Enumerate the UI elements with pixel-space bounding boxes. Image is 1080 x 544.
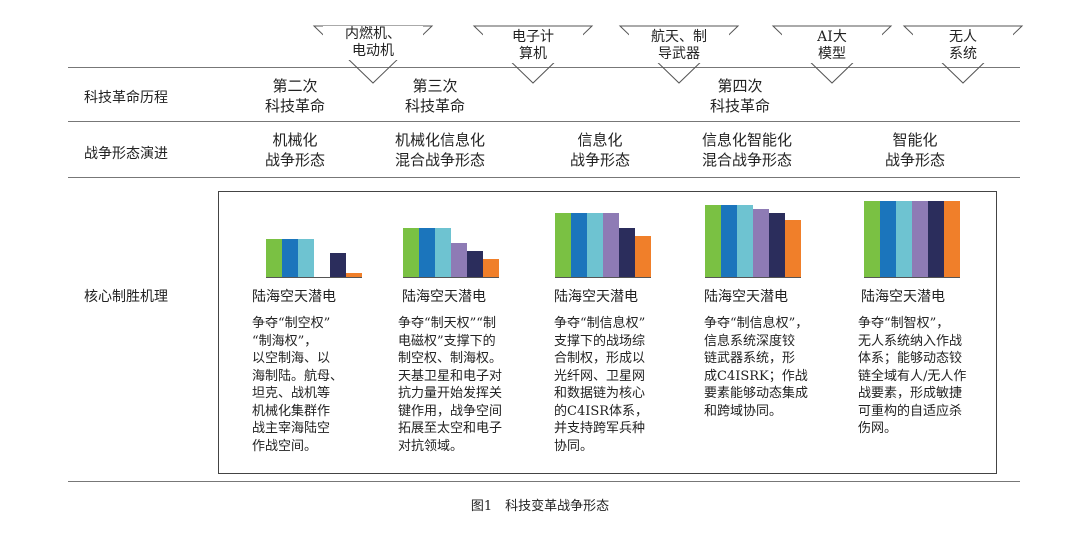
panel-desc-5: 争夺“制智权”， 无人系统纳入作战 体系；能够动态铰 链全域有人/无人作 战要素… (858, 316, 967, 436)
bar-sea (571, 213, 587, 278)
domains-label-3: 陆海空天潜电 (554, 289, 638, 305)
bar-space (603, 213, 619, 278)
bar-baseline (555, 277, 651, 278)
bar-baseline (705, 277, 801, 278)
bar-land (705, 205, 721, 278)
bar-air (435, 228, 451, 278)
row-label-war: 战争形态演进 (84, 146, 168, 162)
revolution-4: 第四次 科技革命 (709, 77, 770, 115)
bar-air (737, 205, 753, 278)
war-form-4: 信息化智能化 混合战争形态 (701, 131, 792, 169)
war-form-5: 智能化 战争形态 (884, 131, 945, 169)
bar-group-2 (403, 201, 499, 278)
bar-group-1 (266, 201, 362, 278)
bar-group-3 (555, 201, 651, 278)
bar-space (451, 243, 467, 278)
bar-air (587, 213, 603, 278)
panel-desc-3: 争夺“制信息权” 支撑下的战场综 合制权，形成以 光纤网、卫星网 和数据链为核心… (554, 316, 649, 454)
bar-undersea (467, 251, 483, 278)
row-divider-2 (68, 177, 1020, 178)
row-label-history: 科技革命历程 (84, 90, 168, 106)
bar-air (896, 201, 912, 278)
triangle-label-2: 电子计 算机 (483, 29, 583, 63)
war-form-3: 信息化 战争形态 (569, 131, 630, 169)
bar-air (298, 239, 314, 278)
bottom-divider (68, 481, 1020, 482)
war-form-1: 机械化 战争形态 (264, 131, 325, 169)
bar-sea (721, 205, 737, 278)
revolution-2: 第二次 科技革命 (264, 77, 325, 115)
row-label-core: 核心制胜机理 (84, 289, 168, 305)
triangle-label-3: 航天、制 导武器 (629, 29, 729, 63)
bar-sea (880, 201, 896, 278)
bar-electronic (346, 273, 362, 278)
top-divider (68, 67, 1020, 68)
bar-electronic (483, 259, 499, 278)
core-panel (218, 191, 997, 474)
bar-group-4 (705, 201, 801, 278)
war-form-2: 机械化信息化 混合战争形态 (394, 131, 485, 169)
figure-caption: 图1 科技变革战争形态 (470, 499, 610, 514)
bar-undersea (330, 253, 346, 278)
bar-baseline (266, 277, 362, 278)
panel-desc-4: 争夺“制信息权”， 信息系统深度铰 链武器系统，形 成C4ISRK；作战 要素能… (704, 316, 809, 419)
triangle-label-5: 无人 系统 (913, 29, 1013, 63)
domains-label-2: 陆海空天潜电 (402, 289, 486, 305)
bar-land (403, 228, 419, 278)
bar-undersea (619, 228, 635, 278)
bar-baseline (864, 277, 960, 278)
bar-electronic (635, 236, 651, 278)
bar-land (555, 213, 571, 278)
domains-label-4: 陆海空天潜电 (704, 289, 788, 305)
row-divider-1 (68, 121, 1020, 122)
bar-space (753, 209, 769, 278)
bar-sea (282, 239, 298, 278)
triangle-label-1: 内燃机、 电动机 (323, 26, 423, 60)
bar-group-5 (864, 201, 960, 278)
bar-sea (419, 228, 435, 278)
bar-undersea (928, 201, 944, 278)
panel-desc-2: 争夺“制天权”“制 电磁权”支撑下的 制空权、制海权。 天基卫星和电子对 抗力量… (398, 316, 503, 454)
bar-undersea (769, 213, 785, 278)
bar-space (912, 201, 928, 278)
triangle-label-4: AI大 模型 (782, 29, 882, 63)
domains-label-1: 陆海空天潜电 (252, 289, 336, 305)
domains-label-5: 陆海空天潜电 (861, 289, 945, 305)
bar-land (864, 201, 880, 278)
bar-electronic (785, 220, 801, 278)
panel-desc-1: 争夺“制空权” “制海权”， 以空制海、以 海制陆。航母、 坦克、战机等 机械化… (252, 316, 344, 454)
bar-electronic (944, 201, 960, 278)
revolution-3: 第三次 科技革命 (404, 77, 465, 115)
bar-land (266, 239, 282, 278)
bar-baseline (403, 277, 499, 278)
